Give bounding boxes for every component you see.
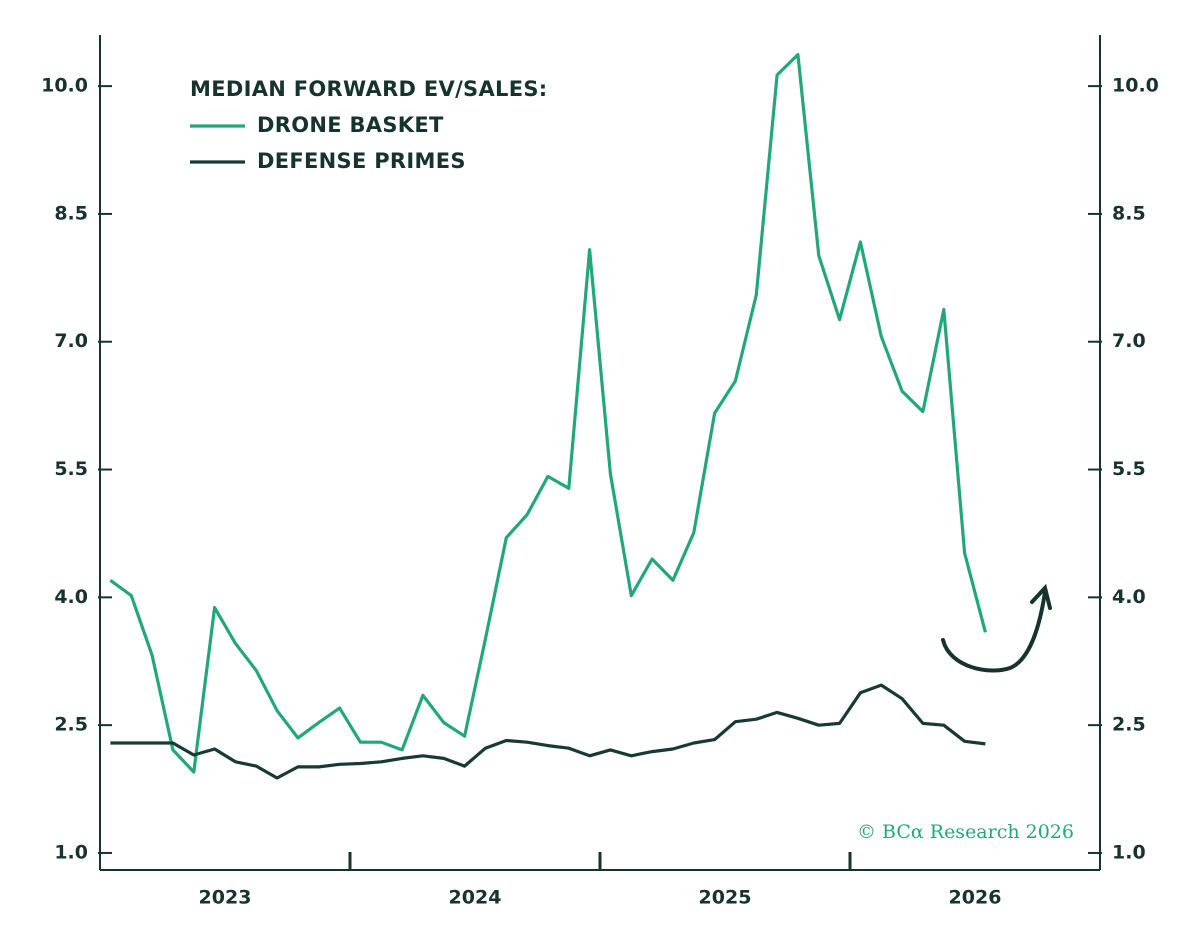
- arrow-head: [1030, 583, 1052, 610]
- x-tick-label: 2023: [199, 887, 252, 909]
- y-tick-label: 4.0: [54, 586, 88, 608]
- y2-tick-label: 1.0: [1112, 841, 1146, 863]
- y2-tick-label: 7.0: [1112, 330, 1146, 352]
- annotation-arrow: [941, 583, 1052, 673]
- y-tick-label: 7.0: [54, 330, 88, 352]
- y-tick-label: 1.0: [54, 841, 88, 863]
- series-line: [109, 53, 987, 774]
- legend-title: MEDIAN FORWARD EV/SALES:: [190, 77, 547, 101]
- y2-tick-label: 4.0: [1112, 586, 1146, 608]
- y-tick-label: 10.0: [41, 75, 88, 97]
- x-tick-label: 2026: [949, 887, 1002, 909]
- y-tick-label: 2.5: [54, 714, 88, 736]
- y-tick-label: 5.5: [54, 458, 88, 480]
- legend-label: DEFENSE PRIMES: [257, 149, 466, 173]
- arrow-curve: [941, 590, 1047, 673]
- x-tick-label: 2025: [699, 887, 752, 909]
- y2-tick-label: 2.5: [1112, 714, 1146, 736]
- axes: [99, 35, 1101, 871]
- series-line: [110, 683, 986, 780]
- x-tick-label: 2024: [449, 887, 502, 909]
- y2-tick-label: 10.0: [1112, 75, 1159, 97]
- y-tick-label: 8.5: [54, 202, 88, 224]
- credit: © BCα Research 2026: [857, 821, 1074, 843]
- y2-tick-label: 8.5: [1112, 202, 1146, 224]
- y2-tick-label: 5.5: [1112, 458, 1146, 480]
- legend-label: DRONE BASKET: [257, 113, 444, 137]
